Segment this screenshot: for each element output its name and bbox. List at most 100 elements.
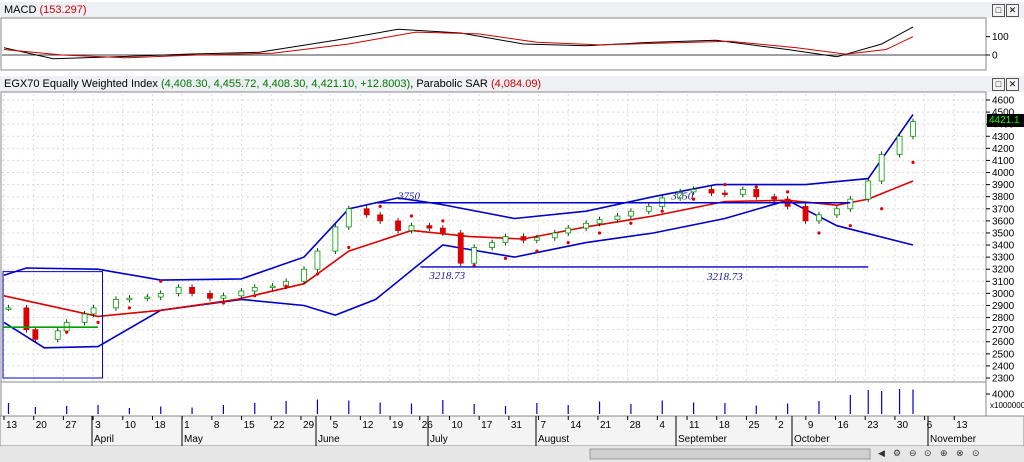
macd-panel-title: MACD (153.297) <box>4 4 87 16</box>
price-tick-label: 3800 <box>992 192 1015 203</box>
price-tick-label: 3200 <box>992 265 1015 276</box>
day-label: 7 <box>541 420 547 431</box>
horizontal-scrollbar <box>589 448 871 460</box>
sar-dot <box>159 279 163 283</box>
candle-body <box>220 295 227 299</box>
candle-body <box>816 214 822 222</box>
last-price-badge: 4421.1 <box>987 114 1024 127</box>
candle-body <box>408 225 415 231</box>
sar-dot <box>315 272 320 276</box>
price-tick-label: 3700 <box>992 204 1015 215</box>
macd-close-button[interactable]: ✕ <box>1006 4 1019 17</box>
month-label: May <box>184 434 203 445</box>
day-label: 5 <box>333 420 339 431</box>
candle-body <box>90 307 97 315</box>
day-label: 11 <box>689 420 700 431</box>
candle-body <box>627 210 634 217</box>
day-label: 22 <box>273 420 285 431</box>
price-tick-label: 2900 <box>992 301 1015 312</box>
candle-body <box>722 192 728 195</box>
sar-label: Parabolic SAR <box>416 78 488 90</box>
candle-body <box>739 189 746 195</box>
sar-dot <box>409 214 414 218</box>
volume-unit-label: x1000000 <box>990 401 1024 410</box>
sar-dot <box>378 204 382 208</box>
bollinger-upper-line <box>3 114 914 281</box>
day-label: 13 <box>956 420 968 431</box>
candle-body <box>708 189 715 194</box>
fit-icon[interactable]: ⊙ <box>972 448 980 458</box>
day-label: 10 <box>451 420 463 431</box>
price-tick-label: 2800 <box>992 313 1015 324</box>
sar-dot <box>848 224 852 228</box>
price-tick-label: 3000 <box>992 289 1015 300</box>
price-tick-label: 4000 <box>992 168 1015 179</box>
sar-dot <box>253 294 257 298</box>
price-maximize-button[interactable]: □ <box>992 78 1005 91</box>
candle-body <box>802 205 809 222</box>
candle-body <box>677 191 684 199</box>
resistance-label: 3750 <box>397 191 421 203</box>
sar-dot <box>786 190 790 194</box>
candle-body <box>207 292 213 299</box>
candle-body <box>771 196 778 200</box>
sar-dot <box>96 320 100 324</box>
sar-dot <box>629 221 633 225</box>
candle-body <box>144 296 151 299</box>
sar-dot <box>754 185 758 189</box>
day-label: 1 <box>184 420 190 431</box>
support-label: 3218.73 <box>706 271 743 283</box>
candle-body <box>251 286 258 292</box>
candle-body <box>690 189 697 193</box>
day-label: 20 <box>36 420 48 431</box>
month-label: November <box>930 434 977 445</box>
zoom-out-icon[interactable]: ⊖ <box>909 448 917 458</box>
candle-body <box>54 330 61 340</box>
day-label: 28 <box>630 420 642 431</box>
month-label: September <box>678 434 728 445</box>
month-label: April <box>94 434 114 445</box>
sar-dot <box>284 284 288 288</box>
day-label: 14 <box>570 420 582 431</box>
pan-icon[interactable]: ⊗ <box>956 448 964 458</box>
candle-body <box>489 242 495 248</box>
day-label: 19 <box>392 420 404 431</box>
macd-label: MACD <box>4 4 37 16</box>
day-label: 8 <box>214 420 220 431</box>
day-label: 18 <box>719 420 731 431</box>
macd-maximize-button[interactable]: □ <box>992 4 1005 17</box>
price-tick-label: 4300 <box>992 132 1015 143</box>
volume-tick-label: 4000 <box>992 390 1015 401</box>
signal-line <box>3 31 914 59</box>
sar-dot <box>566 241 570 245</box>
resistance-label: 3750 <box>670 191 694 203</box>
scroll-left-icon[interactable]: ◀ <box>878 448 885 458</box>
zoom-reset-icon[interactable]: ⊙ <box>924 448 932 458</box>
sar-dot <box>723 183 727 187</box>
day-label: 18 <box>154 420 166 431</box>
price-close-button[interactable]: ✕ <box>1006 78 1019 91</box>
candle-body <box>753 189 760 198</box>
candle-body <box>565 227 572 234</box>
day-label: 4 <box>659 420 665 431</box>
price-tick-label: 3400 <box>992 241 1015 252</box>
candle-body <box>363 208 370 216</box>
candle-body <box>910 121 916 137</box>
candle-body <box>614 215 621 221</box>
sar-dot <box>691 197 696 201</box>
sar-dot <box>33 335 37 339</box>
ohlc-values: (4,408.30, 4,455.72, 4,408.30, 4,421.10,… <box>160 78 411 90</box>
price-tick-label: 3100 <box>992 277 1015 288</box>
settings-icon[interactable]: ⚙ <box>893 448 902 458</box>
candle-body <box>878 153 885 182</box>
candle-body <box>471 247 478 264</box>
day-label: 30 <box>897 420 909 431</box>
day-label: 29 <box>303 420 315 431</box>
sar-dot <box>190 286 194 291</box>
zoom-in-icon[interactable]: ⊕ <box>940 448 948 458</box>
support-label: 3218.73 <box>428 270 465 282</box>
candle-body <box>596 219 603 224</box>
candle-body <box>81 313 88 323</box>
sar-dot <box>817 231 821 235</box>
